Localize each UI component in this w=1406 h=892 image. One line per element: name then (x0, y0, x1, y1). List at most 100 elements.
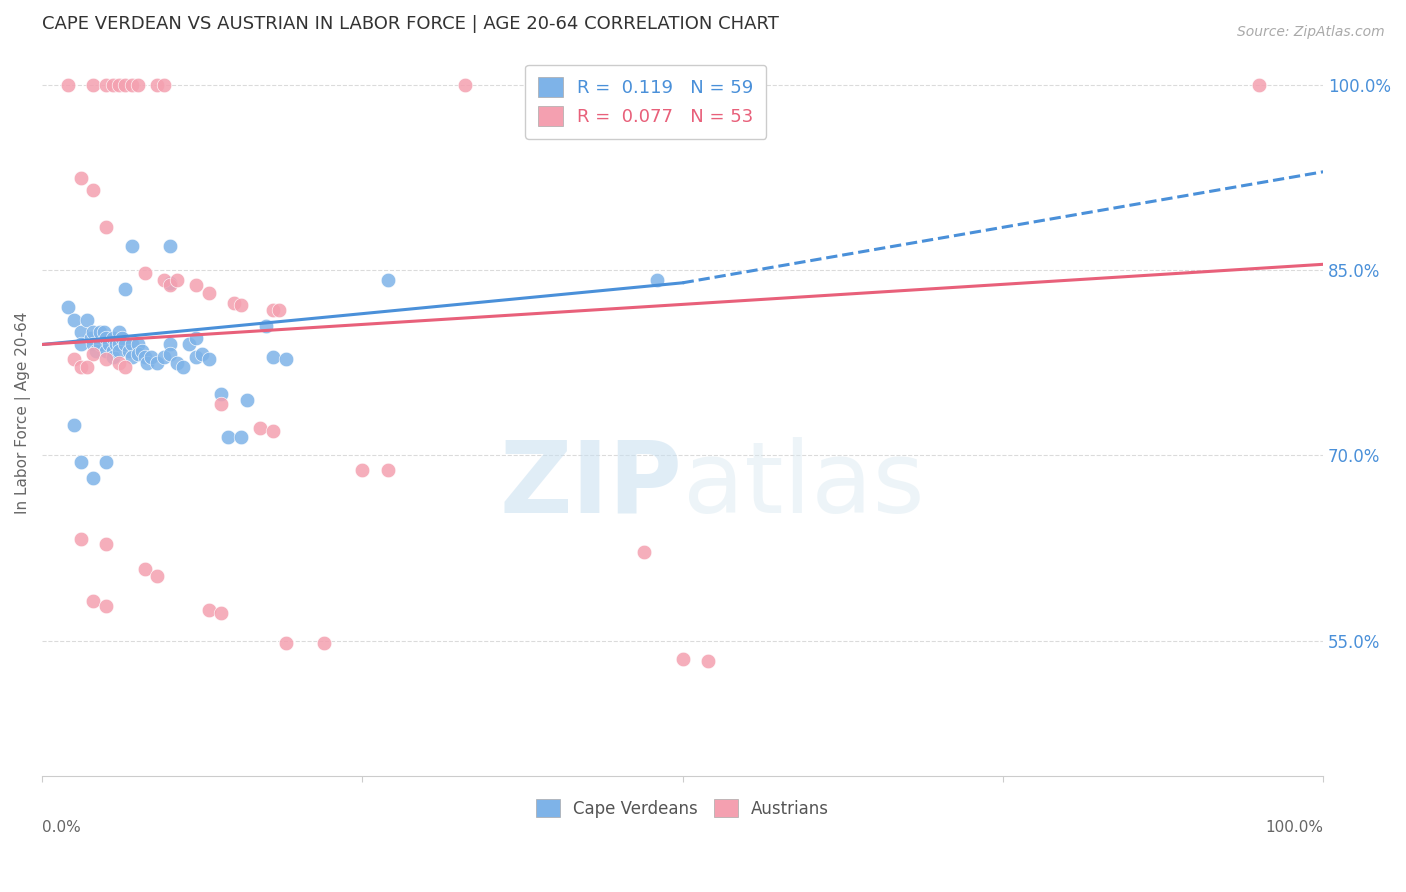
Text: 0.0%: 0.0% (42, 820, 82, 835)
Point (108, 337, 131, 351)
Point (184, 350, 207, 364)
Point (121, 350, 143, 364)
Point (108, 356, 131, 370)
Point (96, 343, 118, 358)
Point (108, 78, 131, 93)
Point (82, 594, 104, 608)
Point (121, 239, 143, 253)
Point (197, 285, 219, 300)
Point (146, 569, 169, 583)
Point (101, 331, 124, 345)
Point (377, 463, 399, 477)
Point (69, 337, 91, 351)
Point (274, 636, 297, 650)
Point (56, 78, 79, 93)
Point (633, 544, 655, 558)
Point (93, 325, 115, 339)
Point (179, 337, 201, 351)
Point (1249, 78, 1271, 93)
Point (184, 331, 207, 345)
Point (114, 282, 136, 296)
Text: atlas: atlas (683, 436, 924, 533)
Text: ZIP: ZIP (499, 436, 683, 533)
Point (217, 430, 239, 444)
Point (269, 302, 291, 317)
Point (352, 463, 374, 477)
Point (262, 350, 284, 364)
Legend: Cape Verdeans, Austrians: Cape Verdeans, Austrians (527, 790, 838, 826)
Point (134, 562, 156, 576)
Point (153, 273, 176, 287)
Point (191, 347, 214, 361)
Point (127, 337, 149, 351)
Point (229, 298, 252, 312)
Point (96, 220, 118, 235)
Point (108, 343, 131, 358)
Point (110, 331, 132, 345)
Point (166, 356, 188, 370)
Point (69, 533, 91, 547)
Point (96, 352, 118, 367)
Point (254, 318, 277, 333)
Point (101, 350, 124, 364)
Point (80, 331, 103, 345)
Point (645, 273, 668, 287)
Point (97, 337, 120, 351)
Point (672, 652, 695, 666)
Point (197, 602, 219, 616)
Point (211, 397, 233, 411)
Point (82, 337, 104, 351)
Point (146, 356, 169, 370)
Point (197, 352, 219, 367)
Point (96, 599, 118, 613)
Point (82, 183, 104, 197)
Point (69, 325, 91, 339)
Point (89, 337, 111, 351)
Point (249, 421, 271, 435)
Point (114, 337, 136, 351)
Point (96, 537, 118, 551)
Point (134, 266, 156, 280)
Point (229, 430, 252, 444)
Point (69, 171, 91, 186)
Point (69, 359, 91, 374)
Point (172, 359, 194, 374)
Point (159, 276, 181, 290)
Point (454, 78, 477, 93)
Point (96, 331, 118, 345)
Point (114, 78, 136, 93)
Point (159, 239, 181, 253)
Point (262, 302, 284, 317)
Point (82, 325, 104, 339)
Point (211, 386, 233, 401)
Point (312, 636, 335, 650)
Point (118, 343, 141, 358)
Point (101, 343, 124, 358)
Point (121, 78, 143, 93)
Point (105, 337, 128, 351)
Point (146, 78, 169, 93)
Point (69, 455, 91, 469)
Point (108, 325, 131, 339)
Point (121, 337, 143, 351)
Text: 100.0%: 100.0% (1265, 820, 1323, 835)
Point (89, 325, 111, 339)
Point (56, 301, 79, 315)
Point (82, 471, 104, 485)
Point (136, 356, 159, 370)
Point (101, 78, 124, 93)
Point (131, 343, 153, 358)
Point (224, 295, 246, 310)
Point (274, 352, 297, 367)
Point (127, 347, 149, 361)
Point (76, 359, 98, 374)
Point (63, 313, 86, 327)
Point (63, 417, 86, 432)
Point (697, 655, 720, 669)
Point (153, 78, 176, 93)
Point (82, 347, 104, 361)
Point (114, 359, 136, 374)
Text: Source: ZipAtlas.com: Source: ZipAtlas.com (1237, 25, 1385, 39)
Point (377, 273, 399, 287)
Point (127, 78, 149, 93)
